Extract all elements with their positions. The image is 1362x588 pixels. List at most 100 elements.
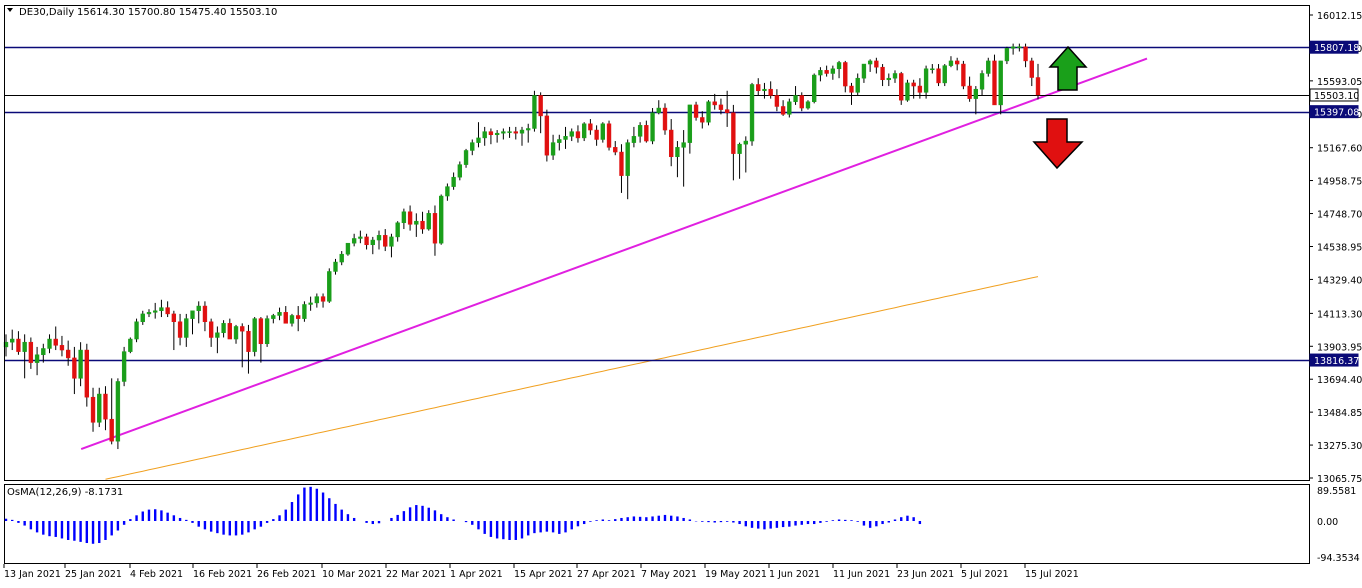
candle[interactable] xyxy=(613,141,618,156)
candle[interactable] xyxy=(1035,63,1041,100)
candle[interactable] xyxy=(538,92,543,134)
candle[interactable] xyxy=(724,90,730,127)
candle[interactable] xyxy=(948,56,954,68)
candle[interactable] xyxy=(892,70,898,83)
candle[interactable] xyxy=(774,89,780,112)
candle[interactable] xyxy=(687,104,693,154)
candle[interactable] xyxy=(501,128,506,140)
candle[interactable] xyxy=(482,126,487,146)
candle[interactable] xyxy=(923,65,929,99)
candle[interactable] xyxy=(258,317,264,363)
candle[interactable] xyxy=(793,86,798,105)
candle[interactable] xyxy=(830,65,836,80)
candle[interactable] xyxy=(153,302,158,319)
candle[interactable] xyxy=(631,126,637,148)
candle[interactable] xyxy=(575,125,581,143)
candle[interactable] xyxy=(202,301,208,332)
candle[interactable] xyxy=(320,293,326,308)
candle[interactable] xyxy=(979,70,985,96)
candle[interactable] xyxy=(10,329,15,351)
candle[interactable] xyxy=(619,144,624,193)
candle[interactable] xyxy=(364,233,369,250)
candle[interactable] xyxy=(606,120,612,151)
candle[interactable] xyxy=(240,323,245,368)
candle[interactable] xyxy=(513,126,518,140)
candle[interactable] xyxy=(581,122,587,142)
candle[interactable] xyxy=(476,122,481,148)
candle[interactable] xyxy=(955,57,960,71)
candle[interactable] xyxy=(227,318,232,340)
candle[interactable] xyxy=(737,142,742,179)
candle[interactable] xyxy=(78,342,83,387)
candle[interactable] xyxy=(65,340,71,366)
candle[interactable] xyxy=(283,306,288,324)
candle[interactable] xyxy=(768,81,773,99)
candle[interactable] xyxy=(961,60,966,90)
candle[interactable] xyxy=(756,78,761,96)
candle[interactable] xyxy=(650,108,655,145)
candle[interactable] xyxy=(370,236,375,255)
candle[interactable] xyxy=(669,119,674,167)
candle[interactable] xyxy=(333,258,338,275)
candle[interactable] xyxy=(296,306,301,332)
candle[interactable] xyxy=(215,326,220,354)
candle[interactable] xyxy=(930,64,935,74)
candle[interactable] xyxy=(121,346,127,387)
candle[interactable] xyxy=(718,98,724,115)
candle[interactable] xyxy=(246,324,251,374)
candle[interactable] xyxy=(899,71,904,105)
candle[interactable] xyxy=(812,73,817,104)
candle[interactable] xyxy=(637,122,643,143)
candle[interactable] xyxy=(1010,43,1016,55)
candle[interactable] xyxy=(165,301,170,318)
candle[interactable] xyxy=(159,299,164,318)
candle[interactable] xyxy=(84,343,89,407)
candle[interactable] xyxy=(625,139,630,200)
candle[interactable] xyxy=(351,233,357,247)
candle[interactable] xyxy=(880,64,885,87)
candle[interactable] xyxy=(594,125,599,146)
candle[interactable] xyxy=(470,139,475,156)
candle[interactable] xyxy=(47,334,52,354)
candle[interactable] xyxy=(277,307,282,321)
candle[interactable] xyxy=(184,313,189,347)
candle[interactable] xyxy=(401,208,407,230)
candle[interactable] xyxy=(867,59,873,72)
candle[interactable] xyxy=(339,251,344,266)
candle[interactable] xyxy=(28,337,34,369)
candle[interactable] xyxy=(805,100,811,110)
candle[interactable] xyxy=(998,60,1003,115)
candle[interactable] xyxy=(550,134,556,160)
candle[interactable] xyxy=(103,386,108,431)
candle[interactable] xyxy=(799,92,804,112)
candle[interactable] xyxy=(41,343,46,363)
candle[interactable] xyxy=(439,194,444,245)
candle[interactable] xyxy=(1029,57,1034,87)
candle[interactable] xyxy=(22,334,27,379)
candle[interactable] xyxy=(731,104,736,181)
candle[interactable] xyxy=(376,230,382,250)
candle[interactable] xyxy=(432,205,438,256)
candle[interactable] xyxy=(507,126,512,138)
candle[interactable] xyxy=(986,57,991,77)
candle[interactable] xyxy=(252,317,257,357)
candle[interactable] xyxy=(936,64,941,87)
candle[interactable] xyxy=(836,60,842,79)
candle[interactable] xyxy=(917,78,923,99)
candle[interactable] xyxy=(420,211,425,234)
candle[interactable] xyxy=(780,100,786,116)
candle[interactable] xyxy=(140,310,145,325)
candle[interactable] xyxy=(289,313,295,327)
candle[interactable] xyxy=(563,126,568,149)
candle[interactable] xyxy=(706,100,711,126)
candle[interactable] xyxy=(233,324,239,344)
candle[interactable] xyxy=(675,141,680,178)
candle[interactable] xyxy=(526,123,531,143)
candle[interactable] xyxy=(557,134,562,151)
candle[interactable] xyxy=(314,293,320,308)
candle[interactable] xyxy=(109,378,114,445)
candle[interactable] xyxy=(693,101,699,121)
candle[interactable] xyxy=(861,63,867,83)
candle[interactable] xyxy=(271,313,276,324)
